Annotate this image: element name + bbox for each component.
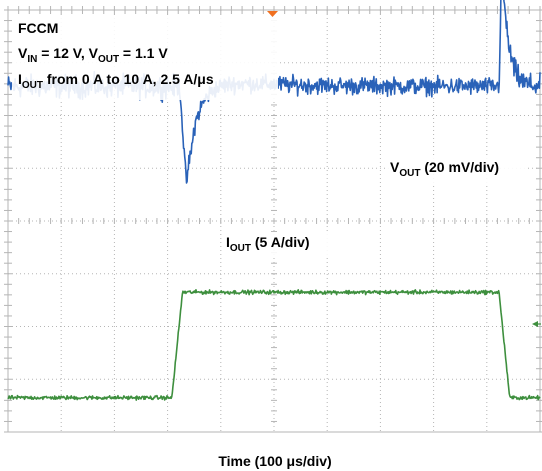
- vin-vout-condition: VIN = 12 V, VOUT = 1.1 V: [18, 45, 168, 65]
- vout-scale-label: VOUT (20 mV/div): [390, 159, 499, 179]
- annotations: FCCM VIN = 12 V, VOUT = 1.1 V IOUT from …: [12, 18, 528, 469]
- scope-grid: [4, 6, 542, 433]
- iout-scale-label: IOUT (5 A/div): [226, 234, 310, 254]
- scope-markers: [267, 11, 541, 327]
- iout-step-condition: IOUT from 0 A to 10 A, 2.5 A/μs: [18, 71, 214, 91]
- x-axis-label: Time (100 μs/div): [218, 453, 331, 469]
- trigger-marker-icon: [267, 11, 278, 17]
- chart-title: FCCM: [18, 20, 58, 36]
- iout-trace: [7, 288, 541, 401]
- channel-level-marker-icon: [532, 321, 538, 327]
